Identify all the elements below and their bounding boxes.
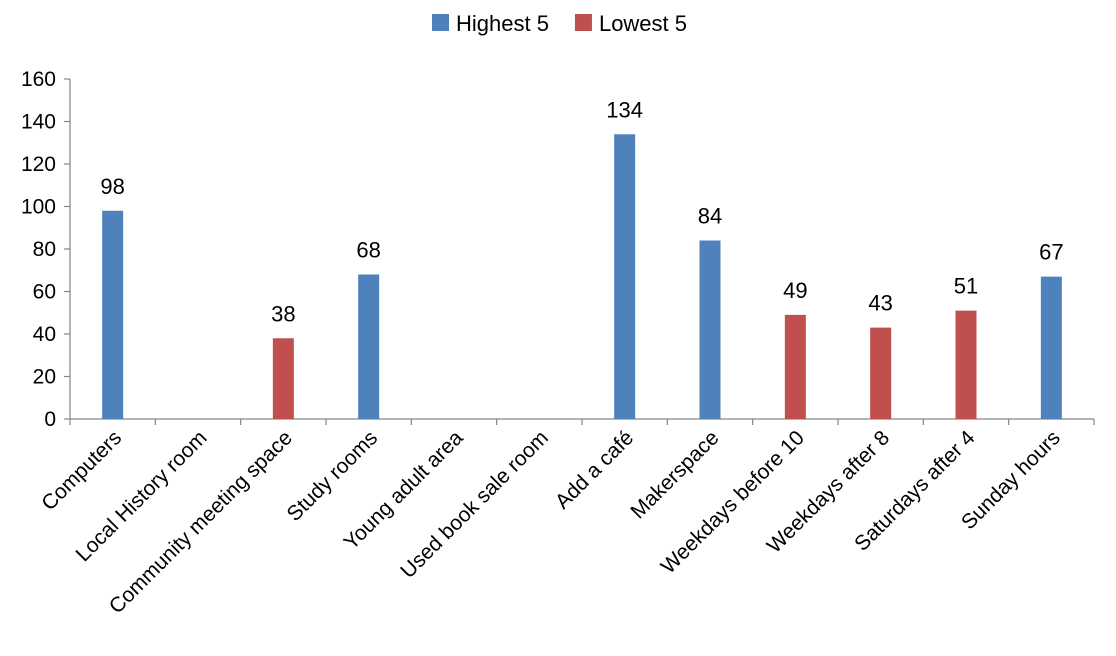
legend-swatch: [574, 14, 592, 31]
bar: [614, 134, 636, 419]
bar: [1040, 276, 1062, 419]
legend: Highest 5 Lowest 5: [432, 11, 687, 36]
x-category-label: Weekdays before 10: [657, 426, 809, 578]
bars: [102, 134, 1062, 419]
data-label: 68: [356, 238, 380, 263]
bar: [272, 338, 294, 419]
data-labels: 98 68 134 84 67 38 49 43 51: [100, 97, 1063, 326]
legend-label: Lowest 5: [599, 11, 687, 36]
data-label: 84: [698, 204, 722, 229]
data-label: 38: [271, 301, 295, 326]
x-category-label: Community meeting space: [105, 426, 297, 618]
data-label: 134: [606, 97, 643, 122]
bar: [870, 327, 892, 419]
data-label: 98: [100, 174, 124, 199]
y-tick-label: 0: [44, 408, 56, 431]
legend-swatch: [432, 14, 449, 31]
y-tick-label: 80: [33, 238, 56, 261]
y-tick-label: 100: [21, 196, 56, 219]
data-label: 51: [954, 274, 978, 299]
bar: [784, 314, 806, 419]
y-tick-label: 160: [21, 68, 56, 91]
x-category-label: Used book sale room: [396, 426, 553, 583]
data-label: 49: [783, 278, 807, 303]
y-tick-label: 40: [33, 323, 56, 346]
bar: [699, 240, 721, 419]
data-label: 43: [868, 291, 892, 316]
y-tick-label: 20: [33, 366, 56, 389]
data-label: 67: [1039, 240, 1063, 265]
x-category-label: Add a café: [551, 426, 638, 513]
y-tick-label: 60: [33, 281, 56, 304]
y-axis: 0 20 40 60 80 100 120 140 160: [21, 68, 71, 431]
legend-label: Highest 5: [456, 11, 549, 36]
bar: [102, 210, 124, 419]
x-category-label: Computers: [37, 426, 126, 515]
y-tick-label: 140: [21, 111, 56, 134]
bar: [358, 274, 380, 419]
bar: [955, 310, 977, 419]
y-tick-label: 120: [21, 153, 56, 176]
